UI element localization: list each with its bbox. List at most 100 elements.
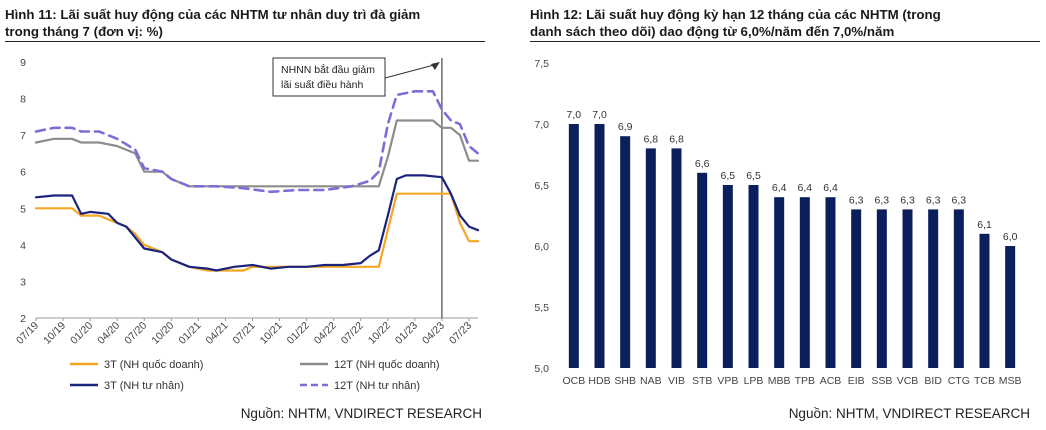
x-tick-label: STB (692, 375, 712, 387)
figure-12-source: Nguồn: NHTM, VNDIRECT RESEARCH (788, 406, 1030, 421)
x-tick-label: HDB (588, 375, 610, 387)
legend-label: 3T (NH quốc doanh) (104, 359, 203, 371)
y-tick-label: 9 (20, 57, 26, 69)
legend-label: 3T (NH tư nhân) (104, 380, 184, 392)
y-tick-label: 2 (20, 313, 26, 325)
x-tick-label: 10/19 (41, 320, 68, 347)
figure-11-source: Nguồn: NHTM, VNDIRECT RESEARCH (240, 406, 482, 421)
bar-msb (1005, 246, 1016, 368)
series-line-gray (34, 119, 480, 188)
bar-ctg (953, 209, 964, 368)
y-tick-label: 5,5 (534, 302, 549, 314)
bar-shb (620, 136, 631, 368)
bar-vcb (902, 209, 913, 368)
x-tick-label: 07/19 (14, 320, 41, 347)
bar-vib (671, 148, 682, 368)
x-tick-label: EIB (848, 375, 865, 387)
bar-value-label: 6,8 (644, 133, 659, 145)
x-tick-label: 10/20 (149, 320, 176, 347)
bar-value-label: 6,9 (618, 121, 633, 133)
x-tick-label: BID (924, 375, 942, 387)
annotation-box (272, 57, 386, 97)
x-tick-label: 07/21 (231, 320, 258, 347)
figure-11-title: Hình 11: Lãi suất huy động của các NHTM … (5, 6, 490, 40)
y-tick-label: 7 (20, 130, 26, 142)
x-tick-label: MBB (768, 375, 791, 387)
bar-value-label: 6,5 (746, 170, 761, 182)
bar-value-label: 7,0 (567, 109, 582, 121)
bar-value-label: 6,1 (977, 219, 992, 231)
x-tick-label: VCB (897, 375, 919, 387)
x-tick-label: SSB (871, 375, 892, 387)
bar-mbb (774, 197, 785, 368)
x-tick-label: TCB (974, 375, 995, 387)
bar-chart: 5,0 5,5 6,0 6,5 7,0 7,5 7,0 OCB 7,0 HDB 6,9 SHB 6,8 N… (534, 58, 1022, 387)
bar-stb (697, 172, 708, 368)
series-line-orange (34, 192, 480, 272)
bar-value-label: 6,0 (1003, 231, 1018, 243)
bar-tpb (799, 197, 810, 368)
x-tick-label: ACB (820, 375, 842, 387)
x-tick-label: 04/22 (312, 320, 339, 347)
annotation-arrow-shaft (384, 64, 435, 79)
x-tick-label: 04/21 (203, 320, 230, 347)
x-tick-label: VPB (717, 375, 738, 387)
x-tick-label: VIB (668, 375, 685, 387)
bar-vpb (722, 185, 733, 368)
bar-ssb (876, 209, 887, 368)
figure-11-title-line1: Hình 11: Lãi suất huy động của các NHTM … (5, 7, 421, 22)
y-tick-label: 6 (20, 167, 26, 179)
y-tick-label: 4 (20, 240, 26, 252)
y-tick-label: 5,0 (534, 363, 549, 375)
x-tick-label: 01/20 (68, 320, 95, 347)
x-tick-label: 01/22 (285, 320, 312, 347)
x-tick-label: 07/22 (339, 320, 366, 347)
x-tick-label: NAB (640, 375, 662, 387)
figure-11-title-rule (5, 41, 485, 42)
bar-lpb (748, 185, 759, 368)
bar-value-label: 6,3 (875, 194, 890, 206)
figure-12-title-line2: danh sách theo dõi) dao động từ 6,0%/năm… (530, 24, 895, 39)
figure-12-title-rule (530, 41, 1040, 42)
annotation-text-line1: NHNN bắt đầu giảm (281, 63, 375, 76)
figure-11-title-line2: trong tháng 7 (đơn vị: %) (5, 24, 163, 39)
x-tick-label: 07/23 (447, 320, 474, 347)
series-line-purple_dash (34, 90, 480, 194)
bar-value-label: 6,3 (849, 194, 864, 206)
y-tick-label: 6,5 (534, 180, 549, 192)
bar-value-label: 6,6 (695, 158, 710, 170)
x-tick-label: 07/20 (122, 320, 149, 347)
annotation-arrow-head (430, 62, 440, 70)
x-tick-label: MSB (999, 375, 1022, 387)
x-tick-label: CTG (948, 375, 970, 387)
y-tick-label: 3 (20, 276, 26, 288)
bar-bid (928, 209, 939, 368)
x-tick-label: 04/20 (95, 320, 122, 347)
y-tick-label: 8 (20, 94, 26, 106)
bar-value-label: 6,3 (926, 194, 941, 206)
bar-ocb (568, 124, 579, 368)
y-tick-label: 7,5 (534, 58, 549, 70)
bar-nab (645, 148, 656, 368)
series-line-navy (34, 174, 480, 272)
bar-hdb (594, 124, 605, 368)
bar-value-label: 6,4 (772, 182, 787, 194)
bar-value-label: 6,8 (669, 133, 684, 145)
x-tick-label: SHB (614, 375, 636, 387)
x-tick-label: 01/21 (176, 320, 203, 347)
x-tick-label: 04/23 (420, 320, 447, 347)
x-tick-label: 10/21 (258, 320, 285, 347)
bar-value-label: 6,3 (952, 194, 967, 206)
bar-value-label: 7,0 (592, 109, 607, 121)
annotation-text-line2: lãi suất điều hành (281, 79, 363, 91)
bar-value-label: 6,4 (823, 182, 838, 194)
legend-label: 12T (NH tư nhân) (334, 380, 420, 392)
y-tick-label: 7,0 (534, 119, 549, 131)
bar-value-label: 6,3 (900, 194, 915, 206)
bar-tcb (979, 233, 990, 368)
bar-acb (825, 197, 836, 368)
figure-12-title: Hình 12: Lãi suất huy động kỳ hạn 12 thá… (530, 6, 1040, 40)
bar-value-label: 6,4 (798, 182, 813, 194)
legend-label: 12T (NH quốc doanh) (334, 359, 440, 371)
